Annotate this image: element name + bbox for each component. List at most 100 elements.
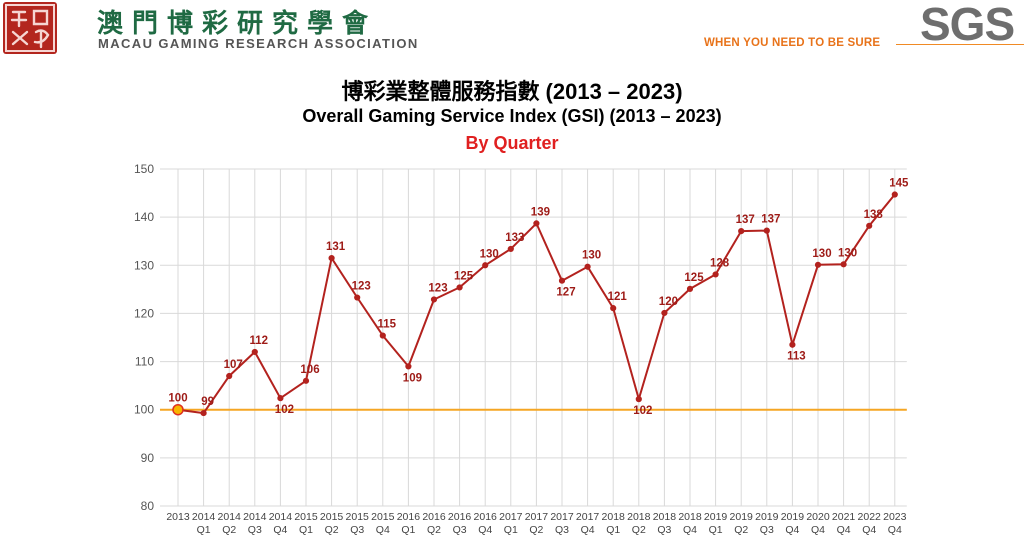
data-point [200,409,207,417]
data-point [302,377,310,384]
data-point [789,341,796,348]
data-label: 109 [403,372,422,384]
data-label: 102 [633,405,652,417]
data-label: 123 [428,282,447,294]
chart-subtitle: By Quarter [465,133,559,153]
x-tick-label-quarter: Q3 [555,524,569,536]
data-label: 120 [659,296,678,308]
x-tick-label-quarter: Q2 [529,524,543,536]
x-tick-label-year: 2018 [653,511,677,523]
data-point [251,348,258,356]
data-point [840,261,847,268]
sgs-divider-line [896,44,1024,45]
x-tick-label-quarter: Q4 [837,524,851,536]
x-tick-label-year: 2014 [269,511,293,523]
page-header: 澳門博彩研究學會 MACAU GAMING RESEARCH ASSOCIATI… [0,0,1024,60]
y-tick-label: 130 [134,258,154,272]
x-tick-label-quarter: Q4 [888,524,902,536]
data-label: 137 [761,214,780,226]
data-point [456,284,463,291]
x-tick-label-quarter: Q2 [734,524,748,536]
x-tick-label-quarter: Q2 [427,524,441,536]
x-tick-label-quarter: Q3 [350,524,364,536]
data-label: 130 [812,248,831,260]
x-tick-label-quarter: Q1 [709,524,723,536]
data-point [712,271,719,278]
data-point [866,222,873,229]
chart-title: Overall Gaming Service Index (GSI) (2013… [302,106,722,126]
data-label: 113 [787,351,806,363]
x-tick-label-year: 2018 [602,511,626,523]
y-tick-label: 140 [134,210,154,224]
sgs-tagline: WHEN YOU NEED TO BE SURE [704,37,881,49]
chart-title-chinese: 博彩業整體服務指數 (2013 – 2023) [341,79,683,104]
x-tick-label-quarter: Q1 [401,524,415,536]
x-tick-label-year: 2023 [883,511,907,523]
x-tick-label-quarter: Q3 [248,524,262,536]
x-tick-label-quarter: Q1 [606,524,620,536]
x-tick-label-quarter: Q3 [760,524,774,536]
x-tick-label-year: 2015 [371,511,395,523]
first-data-point [172,403,184,416]
data-label: 139 [531,206,550,218]
data-point [379,332,386,339]
data-point [328,254,335,262]
y-tick-label: 150 [134,162,154,176]
data-point [226,372,233,380]
x-tick-label-year: 2014 [243,511,267,523]
sgs-logo: SGS [920,0,1015,50]
x-tick-label-quarter: Q4 [785,524,799,536]
y-tick-label: 90 [141,451,155,465]
x-tick-label-year: 2019 [781,511,805,523]
x-tick-label-year: 2021 [832,511,856,523]
data-point [405,363,412,370]
x-tick-label-quarter: Q2 [632,524,646,536]
data-label: 138 [864,209,884,221]
data-label: 125 [684,272,704,284]
data-label: 130 [838,247,857,259]
x-tick-label-quarter: Q4 [862,524,876,536]
data-label: 100 [168,393,187,405]
x-tick-label-quarter: Q1 [299,524,313,536]
data-label: 130 [582,250,601,262]
x-tick-label-year: 2017 [525,511,549,523]
data-point [277,395,284,402]
data-label: 99 [201,396,214,408]
data-point [814,261,822,268]
data-point [558,277,566,284]
red-seal-stamp-icon [3,2,57,54]
data-label: 121 [608,291,628,303]
x-tick-label-quarter: Q1 [197,524,211,536]
data-label: 128 [710,257,730,269]
x-tick-label-year: 2014 [192,511,216,523]
data-label: 127 [556,287,575,299]
x-tick-label-year: 2016 [448,511,472,523]
data-label: 112 [250,335,269,347]
data-point [533,220,540,227]
data-point [738,228,745,235]
x-tick-label-year: 2013 [166,511,190,523]
y-tick-label: 100 [134,403,154,417]
x-tick-label-year: 2017 [550,511,574,523]
data-label: 125 [454,270,474,282]
x-tick-label-year: 2022 [858,511,882,523]
data-point [610,305,617,312]
x-tick-label-quarter: Q2 [222,524,236,536]
x-tick-label-year: 2014 [218,511,242,523]
data-label: 107 [224,359,243,371]
data-point [661,309,668,317]
x-tick-label-year: 2015 [320,511,344,523]
x-tick-label-year: 2016 [474,511,498,523]
x-tick-label-quarter: Q2 [325,524,339,536]
data-label: 137 [736,214,755,226]
y-tick-label: 120 [134,306,154,320]
org-english-name: MACAU GAMING RESEARCH ASSOCIATION [98,36,419,51]
x-tick-label-quarter: Q1 [504,524,518,536]
x-tick-label-year: 2015 [294,511,318,523]
x-tick-label-year: 2018 [678,511,702,523]
x-tick-label-year: 2016 [397,511,421,523]
x-tick-label-quarter: Q4 [273,524,287,536]
x-tick-label-year: 2018 [627,511,651,523]
x-tick-label-quarter: Q4 [581,524,595,536]
